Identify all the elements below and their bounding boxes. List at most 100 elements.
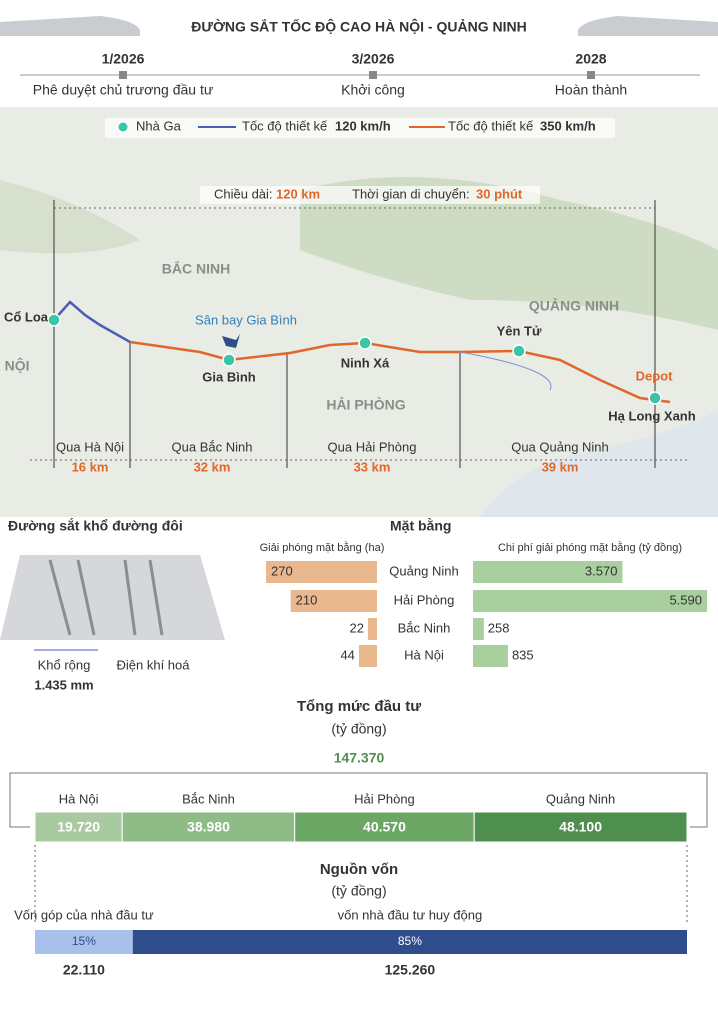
info-bg: [200, 186, 540, 204]
cost-bar: [473, 561, 623, 583]
length-label: Chiều dài:: [214, 186, 273, 201]
investment-bar: [121, 811, 296, 843]
title: ĐƯỜNG SẮT TỐC ĐỘ CAO HÀ NỘI - QUẢNG NINH: [191, 18, 526, 35]
timeline-marker: [369, 71, 377, 79]
timeline-marker: [119, 71, 127, 79]
region: BẮC NINH: [162, 260, 230, 277]
station-label: Gia Bình: [202, 369, 256, 384]
train-left: [0, 16, 140, 36]
electrified: Điện khí hoá: [117, 657, 191, 672]
funding-unit: (tỷ đồng): [331, 883, 386, 899]
investment-bar: [473, 811, 688, 843]
station: [47, 313, 61, 327]
station-label: Yên Tử: [497, 323, 542, 338]
train-right: [578, 16, 718, 36]
funding-source: vốn nhà đầu tư huy động: [338, 907, 483, 922]
legend-label: Tốc độ thiết kế: [242, 118, 328, 133]
investment-bar: [34, 811, 123, 843]
segment-name: Qua Bắc Ninh: [172, 439, 253, 454]
legend-label: Tốc độ thiết kế: [448, 118, 534, 133]
legend-label: 350 km/h: [540, 118, 596, 133]
station-label: Hạ Long Xanh: [608, 408, 695, 423]
time-label: Thời gian di chuyển:: [352, 186, 470, 201]
timeline-label: Khởi công: [341, 82, 405, 98]
province: Quảng Ninh: [389, 563, 458, 578]
timeline-date: 2028: [575, 51, 606, 67]
sea: [480, 410, 718, 517]
gauge-label: Khổ rộng: [38, 657, 91, 672]
hills: [0, 180, 140, 254]
investment-total: 147.370: [334, 750, 385, 766]
province: Hà Nội: [404, 647, 444, 662]
area-label: 44: [340, 647, 354, 662]
funding-amount: 22.110: [63, 962, 105, 978]
route-120: [53, 300, 131, 344]
timeline-date: 1/2026: [102, 51, 145, 67]
clearance-title: Mặt bằng: [390, 517, 451, 534]
investment-province: Quảng Ninh: [546, 791, 615, 806]
station: [222, 353, 236, 367]
legend-label: 120 km/h: [335, 118, 391, 133]
cost-label: 258: [488, 620, 510, 635]
area-label: 22: [349, 620, 363, 635]
area-bar: [358, 645, 377, 667]
funding-bar: [132, 930, 688, 954]
hills: [300, 177, 718, 330]
investment-value: 40.570: [363, 819, 406, 835]
bracket: [9, 772, 708, 828]
legend-bg: [105, 118, 615, 138]
funding-title: Nguồn vốn: [320, 861, 398, 878]
segment-length: 16 km: [72, 459, 109, 474]
cost-bar: [473, 618, 484, 640]
region: QUẢNG NINH: [529, 298, 619, 314]
region: HÀ NỘI: [0, 357, 30, 374]
timeline-label: Hoàn thành: [555, 82, 627, 98]
cost-label: 835: [512, 647, 534, 662]
cost-bar: [473, 590, 707, 612]
area-label: 210: [296, 592, 318, 607]
track-title: Đường sắt khổ đường đôi: [8, 517, 183, 534]
funding-share: 85%: [398, 934, 422, 948]
investment-bar: [294, 811, 475, 843]
gauge: 1.435 mm: [34, 677, 93, 692]
length: 120 km: [276, 186, 320, 201]
area-title: Giải phóng mặt bằng (ha): [260, 541, 385, 554]
timeline-marker: [587, 71, 595, 79]
depot-label: Depot: [636, 368, 674, 383]
funding-bar: [35, 930, 133, 954]
rails: [48, 559, 164, 636]
area-label: 270: [271, 563, 293, 578]
investment-unit: (tỷ đồng): [331, 721, 386, 737]
time: 30 phút: [476, 186, 523, 201]
investment-province: Hà Nội: [59, 791, 99, 806]
segment-name: Qua Hà Nội: [56, 439, 124, 454]
segment-name: Qua Hải Phòng: [328, 439, 417, 454]
station-label: Ninh Xá: [341, 355, 390, 370]
map-bg: [0, 107, 718, 517]
segment-length: 39 km: [542, 459, 579, 474]
timeline-label: Phê duyệt chủ trương đầu tư: [33, 82, 213, 98]
area-bar: [266, 561, 377, 583]
timeline-date: 3/2026: [352, 51, 395, 67]
legend-station: [117, 121, 129, 133]
province: Bắc Ninh: [398, 620, 451, 635]
segment-name: Qua Quảng Ninh: [511, 439, 609, 454]
segment-length: 32 km: [194, 459, 231, 474]
station: [358, 336, 372, 350]
area-bar: [290, 590, 377, 612]
cost-title: Chi phí giải phóng mặt bằng (tỷ đồng): [498, 541, 682, 554]
cost-label: 5.590: [669, 592, 702, 607]
station: [512, 344, 526, 358]
region: HẢI PHÒNG: [326, 396, 405, 413]
segment-length: 33 km: [354, 459, 391, 474]
investment-title: Tổng mức đầu tư: [297, 698, 421, 715]
investment-value: 19.720: [57, 819, 100, 835]
branch: [459, 351, 552, 391]
track-bed: [0, 555, 225, 640]
cost-label: 3.570: [585, 563, 618, 578]
funding-share: 15%: [72, 934, 96, 948]
investment-value: 38.980: [187, 819, 230, 835]
cost-bar: [473, 645, 508, 667]
airport-label: Sân bay Gia Bình: [195, 312, 297, 327]
